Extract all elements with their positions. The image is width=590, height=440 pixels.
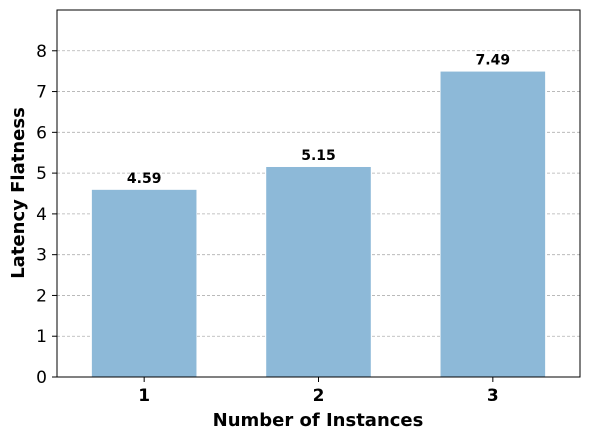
bar-1	[91, 189, 197, 377]
x-axis-ticks: 1 2 3	[138, 377, 499, 406]
bars	[91, 71, 546, 377]
y-tick-label: 8	[36, 42, 47, 62]
y-tick-label: 4	[36, 205, 47, 225]
y-tick-label: 0	[36, 368, 47, 388]
data-label: 7.49	[476, 53, 511, 69]
bar-2	[266, 166, 371, 377]
data-labels: 4.59 5.15 7.49	[127, 53, 510, 187]
y-tick-label: 6	[36, 123, 47, 143]
y-axis-title: Latency Flatness	[8, 107, 29, 279]
data-label: 4.59	[127, 171, 162, 187]
y-tick-label: 2	[36, 286, 47, 306]
y-tick-label: 7	[36, 83, 47, 103]
y-tick-label: 5	[36, 164, 47, 184]
y-tick-label: 3	[36, 246, 47, 266]
x-tick-label: 2	[313, 386, 325, 406]
y-axis-ticks: 0 1 2 3 4 5 6 7 8	[36, 42, 57, 388]
x-tick-label: 3	[487, 386, 499, 406]
x-tick-label: 1	[138, 386, 150, 406]
data-label: 5.15	[301, 148, 336, 164]
x-axis-title: Number of Instances	[213, 410, 424, 431]
y-tick-label: 1	[36, 327, 47, 347]
bar-3	[440, 71, 546, 377]
